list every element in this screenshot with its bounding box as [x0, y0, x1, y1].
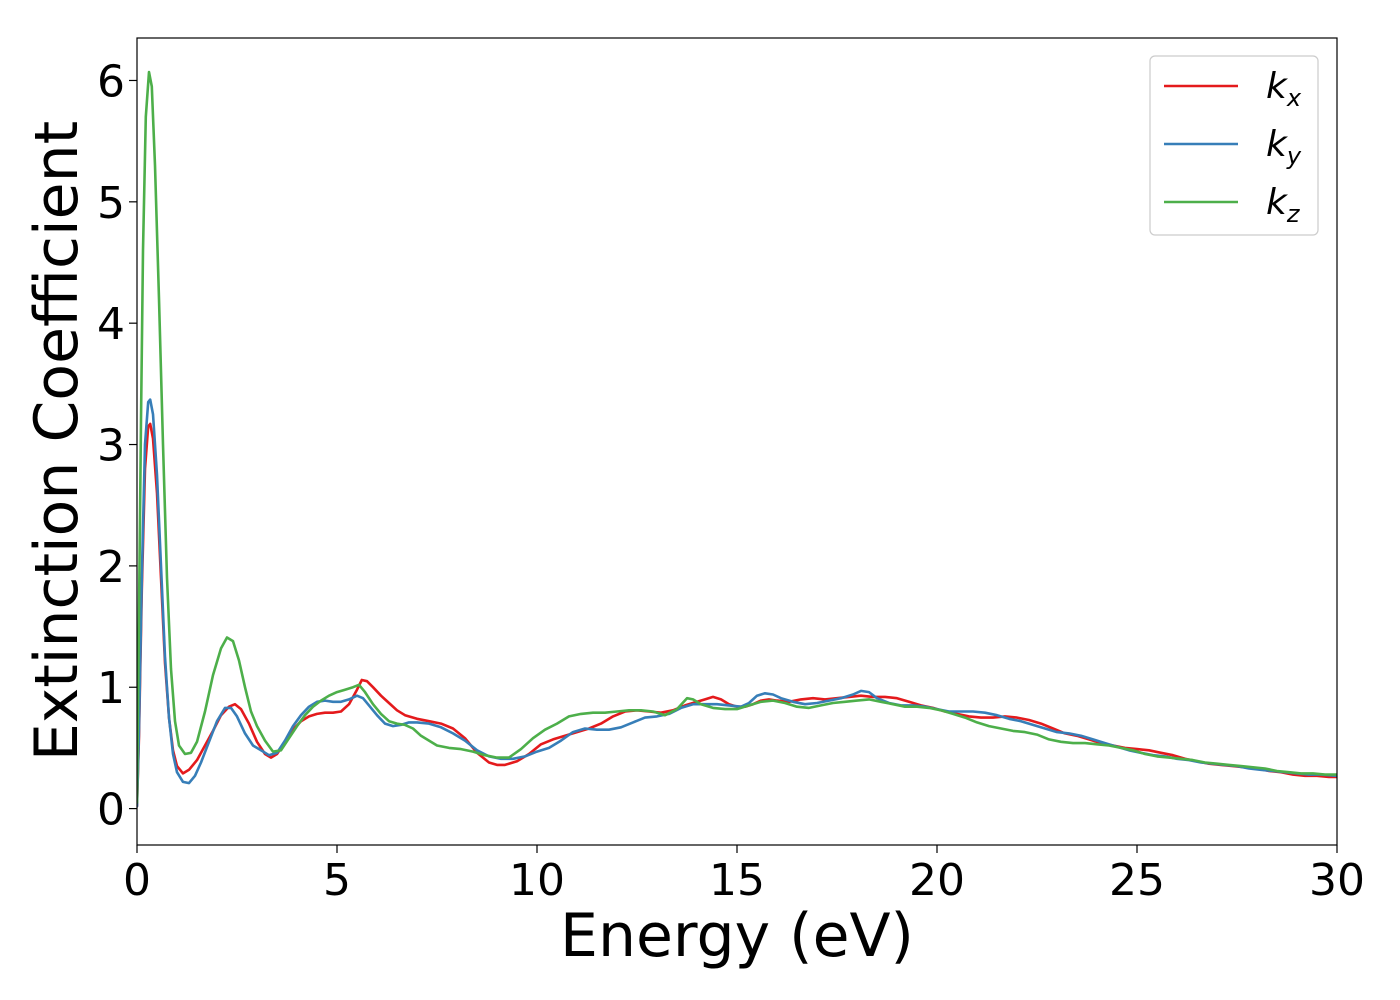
legend-box [1149, 55, 1319, 236]
x-tick-label: 5 [323, 855, 351, 906]
x-axis: 0 5 10 15 20 25 30 [123, 845, 1365, 906]
legend-label-kx: kx [1266, 66, 1302, 112]
x-tick-label: 25 [1109, 855, 1165, 906]
y-tick-label: 3 [97, 421, 125, 472]
x-tick-label: 0 [123, 855, 151, 906]
legend-label-subscript: z [1286, 200, 1301, 228]
legend-label-main: k [1266, 66, 1289, 107]
series-layer [137, 70, 1337, 808]
x-tick-label: 20 [909, 855, 965, 906]
legend-label-main: k [1266, 182, 1289, 223]
y-tick-label: 6 [97, 56, 125, 107]
y-tick-label: 1 [97, 663, 125, 714]
legend-label-subscript: x [1286, 84, 1302, 112]
legend-label-subscript: y [1286, 142, 1302, 170]
x-tick-label: 15 [709, 855, 765, 906]
x-tick-label: 30 [1309, 855, 1365, 906]
legend-label-ky: ky [1266, 124, 1302, 170]
y-tick-label: 2 [97, 542, 125, 593]
y-tick-label: 0 [97, 785, 125, 836]
x-tick-label: 10 [509, 855, 565, 906]
y-axis: 0 1 2 3 4 5 6 [97, 56, 137, 836]
x-axis-label: Energy (eV) [560, 901, 914, 971]
series-line-kz [137, 70, 1337, 804]
y-axis-label: Extinction Coefficient [22, 121, 92, 761]
legend-label-kz: kz [1266, 182, 1301, 228]
y-tick-label: 4 [97, 299, 125, 350]
legend-label-main: k [1266, 124, 1289, 165]
y-tick-label: 5 [97, 178, 125, 229]
series-line-ky [137, 398, 1337, 808]
